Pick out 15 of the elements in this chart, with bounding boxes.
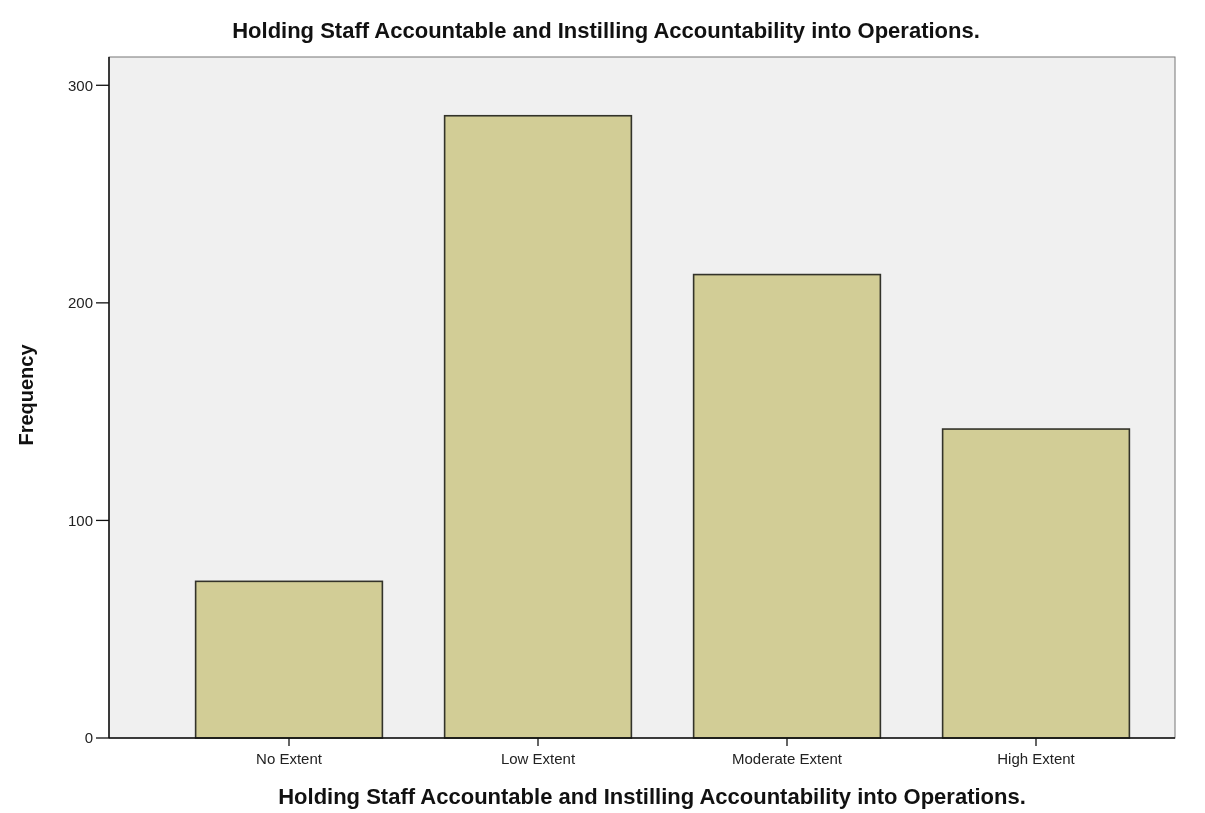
x-tick-label: Moderate Extent xyxy=(731,750,843,767)
x-tick-label: No Extent xyxy=(256,750,323,767)
bar xyxy=(194,580,384,739)
x-tick-label: Low Extent xyxy=(500,750,576,767)
y-tick-label: 300 xyxy=(67,76,93,94)
x-tick-label: High Extent xyxy=(997,750,1076,767)
bar xyxy=(692,273,882,739)
y-tick-label: 200 xyxy=(67,294,93,312)
y-tick-label: 0 xyxy=(84,729,93,747)
bar xyxy=(941,428,1131,739)
y-axis-title: Frequency xyxy=(15,343,37,446)
bar xyxy=(443,114,633,739)
y-tick-label: 100 xyxy=(67,511,93,529)
chart-title: Holding Staff Accountable and Instilling Accountability into Operations. xyxy=(232,18,980,43)
x-axis-title: Holding Staff Accountable and Instilling Accountability into Operations. xyxy=(278,784,1026,809)
